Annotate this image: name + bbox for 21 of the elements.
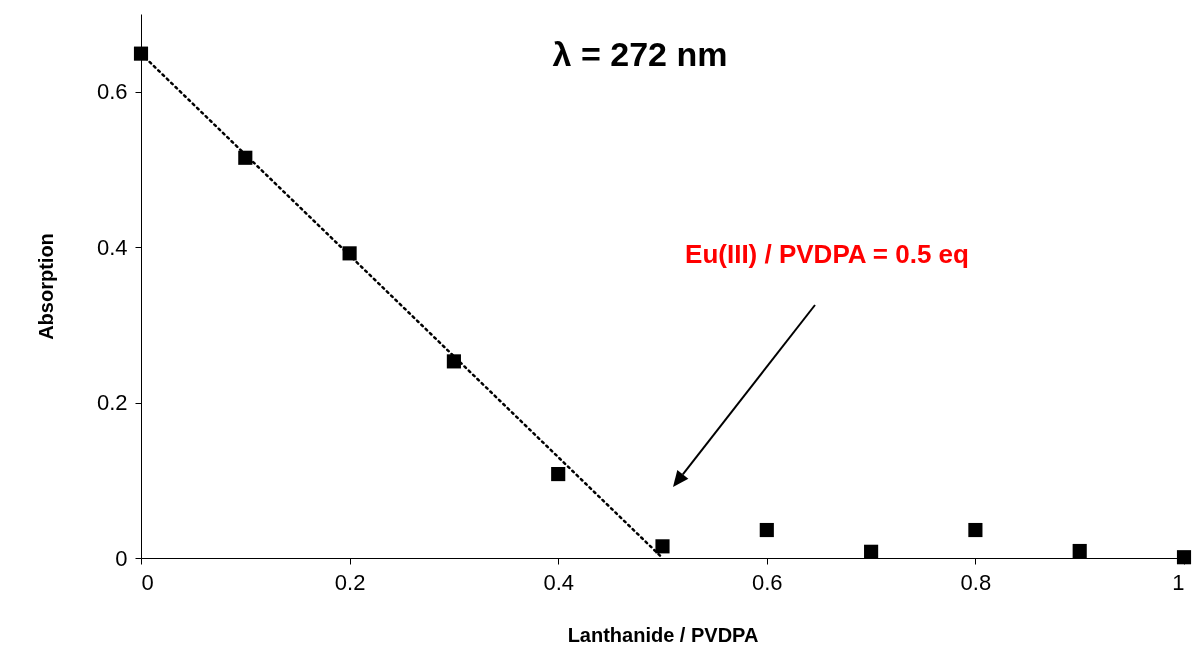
x-tick-label: 0.4 xyxy=(543,569,574,595)
point xyxy=(1176,550,1192,565)
point xyxy=(551,467,566,482)
text: λ = 272 nm xyxy=(552,35,728,73)
y-tick-label: 0.6 xyxy=(96,79,128,105)
point xyxy=(968,522,983,538)
x-tick-label: 0.8 xyxy=(960,569,992,595)
x-tick-label: 0.2 xyxy=(334,569,366,595)
x-tick-label: 1 xyxy=(1172,569,1185,595)
y-tick-label: 0.4 xyxy=(96,234,128,260)
y-axis-title: Absorption xyxy=(34,233,57,340)
x-axis-title: Lanthanide / PVDPA xyxy=(567,623,759,646)
point xyxy=(655,539,670,554)
annotation: Eu(III) / PVDPA = 0.5 eq xyxy=(685,239,969,269)
x-tick-label: 0 xyxy=(141,569,154,595)
point xyxy=(759,522,774,538)
x-tick-label: 0.6 xyxy=(752,569,783,595)
point xyxy=(1072,543,1087,559)
y-tick-label: 0 xyxy=(115,545,128,571)
y-tick-label: 0.2 xyxy=(96,390,128,416)
point xyxy=(864,544,879,559)
